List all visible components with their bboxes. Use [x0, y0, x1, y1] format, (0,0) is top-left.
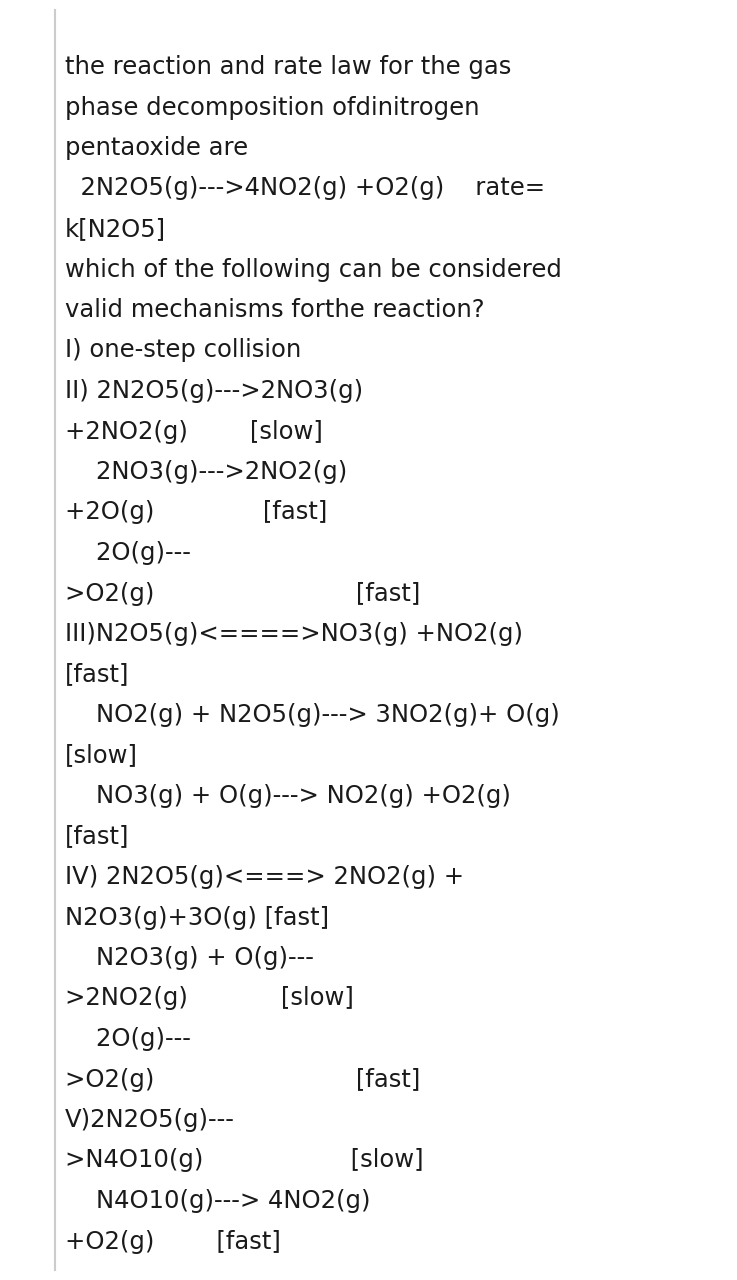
Text: V)2N2O5(g)---: V)2N2O5(g)--- — [65, 1108, 235, 1132]
Text: [fast]: [fast] — [65, 663, 130, 686]
Text: >N4O10(g)                   [slow]: >N4O10(g) [slow] — [65, 1148, 424, 1172]
Text: NO3(g) + O(g)---> NO2(g) +O2(g): NO3(g) + O(g)---> NO2(g) +O2(g) — [65, 783, 511, 808]
Text: >O2(g)                          [fast]: >O2(g) [fast] — [65, 1068, 420, 1092]
Text: k[N2O5]: k[N2O5] — [65, 218, 166, 241]
Text: +2NO2(g)        [slow]: +2NO2(g) [slow] — [65, 420, 323, 443]
Text: 2O(g)---: 2O(g)--- — [65, 1027, 191, 1051]
Text: 2NO3(g)--->2NO2(g): 2NO3(g)--->2NO2(g) — [65, 460, 347, 484]
Text: phase decomposition ofdinitrogen: phase decomposition ofdinitrogen — [65, 96, 480, 119]
Text: N4O10(g)---> 4NO2(g): N4O10(g)---> 4NO2(g) — [65, 1189, 371, 1213]
Text: 2O(g)---: 2O(g)--- — [65, 541, 191, 564]
Text: [fast]: [fast] — [65, 824, 130, 849]
Text: IV) 2N2O5(g)<===> 2NO2(g) +: IV) 2N2O5(g)<===> 2NO2(g) + — [65, 865, 464, 890]
Text: I) one-step collision: I) one-step collision — [65, 338, 301, 362]
Text: NO2(g) + N2O5(g)---> 3NO2(g)+ O(g): NO2(g) + N2O5(g)---> 3NO2(g)+ O(g) — [65, 703, 559, 727]
Text: the reaction and rate law for the gas: the reaction and rate law for the gas — [65, 55, 511, 79]
Text: >2NO2(g)            [slow]: >2NO2(g) [slow] — [65, 987, 354, 1010]
Text: +2O(g)              [fast]: +2O(g) [fast] — [65, 500, 327, 525]
Text: 2N2O5(g)--->4NO2(g) +O2(g)    rate=: 2N2O5(g)--->4NO2(g) +O2(g) rate= — [65, 177, 545, 201]
Text: >O2(g)                          [fast]: >O2(g) [fast] — [65, 581, 420, 605]
Text: N2O3(g)+3O(g) [fast]: N2O3(g)+3O(g) [fast] — [65, 905, 329, 929]
Text: III)N2O5(g)<====>NO3(g) +NO2(g): III)N2O5(g)<====>NO3(g) +NO2(g) — [65, 622, 523, 646]
Text: valid mechanisms forthe reaction?: valid mechanisms forthe reaction? — [65, 298, 485, 323]
Text: pentaoxide are: pentaoxide are — [65, 136, 248, 160]
Text: II) 2N2O5(g)--->2NO3(g): II) 2N2O5(g)--->2NO3(g) — [65, 379, 363, 403]
Text: +O2(g)        [fast]: +O2(g) [fast] — [65, 1230, 281, 1253]
Text: which of the following can be considered: which of the following can be considered — [65, 257, 562, 282]
Text: [slow]: [slow] — [65, 744, 138, 768]
Text: N2O3(g) + O(g)---: N2O3(g) + O(g)--- — [65, 946, 314, 970]
